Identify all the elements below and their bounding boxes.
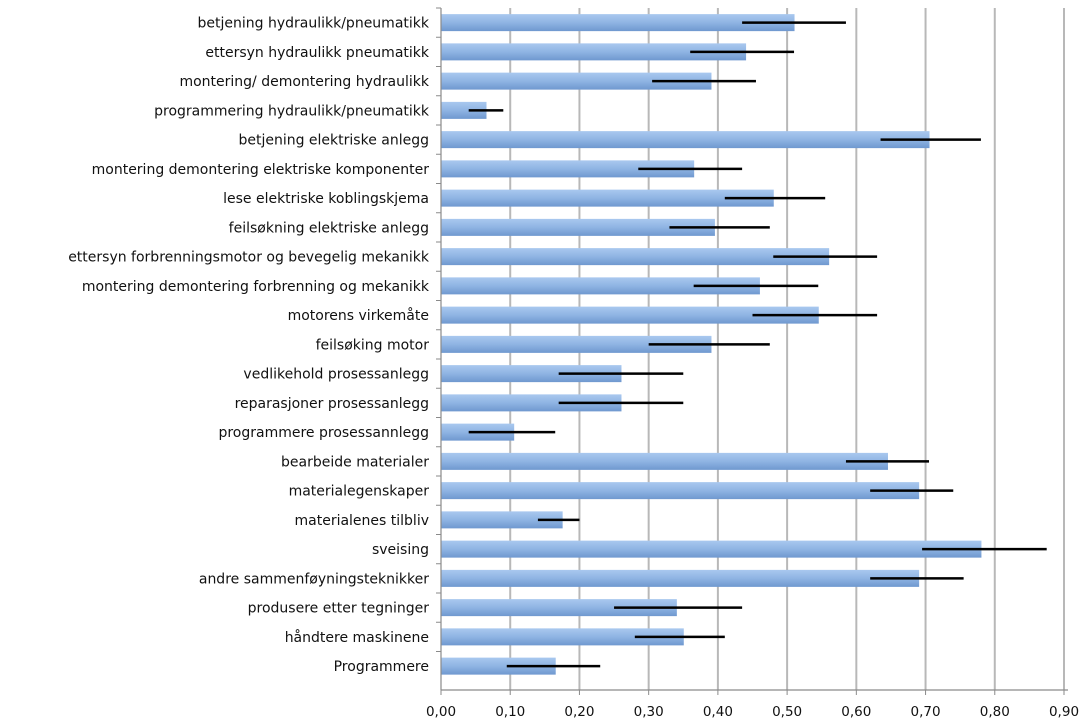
bar <box>441 218 715 236</box>
bar <box>441 482 920 500</box>
bar <box>441 452 888 470</box>
bar <box>441 540 982 558</box>
category-label: sveising <box>372 542 429 558</box>
category-label: Programmere <box>334 659 429 675</box>
x-tick-label: 0,40 <box>703 704 733 720</box>
x-tick-label: 0,90 <box>1049 704 1079 720</box>
category-label: håndtere maskinene <box>285 629 429 646</box>
bar <box>441 599 677 617</box>
category-label: betjening hydraulikk/pneumatikk <box>198 16 430 32</box>
bar <box>441 160 695 178</box>
bar <box>441 101 487 119</box>
category-label: programmering hydraulikk/pneumatikk <box>154 103 430 119</box>
category-label: montering/ demontering hydraulikk <box>179 74 429 90</box>
bar <box>441 189 774 207</box>
category-label: materialenes tilbliv <box>295 513 430 529</box>
bar <box>441 569 920 587</box>
bar <box>441 394 622 412</box>
bar <box>441 306 819 324</box>
bars <box>441 14 982 675</box>
category-label: materialegenskaper <box>289 484 430 500</box>
category-label: vedlikehold prosessanlegg <box>243 367 429 383</box>
category-label: montering demontering elektriske kompone… <box>92 162 430 178</box>
x-tick-label: 0,00 <box>426 704 456 720</box>
category-label: bearbeide materialer <box>281 454 429 470</box>
x-tick-label: 0,10 <box>495 704 525 720</box>
bar <box>441 248 830 266</box>
category-label: lese elektriske koblingskjema <box>223 191 429 207</box>
bar <box>441 14 795 32</box>
category-label: montering demontering forbrenning og mek… <box>82 279 430 295</box>
category-label: betjening elektriske anlegg <box>238 133 429 149</box>
x-tick-label: 0,20 <box>564 704 594 720</box>
x-tick-labels: 0,00 0,10 0,20 0,30 0,40 0,50 0,60 0,70 0,80 0,90 <box>426 704 1079 720</box>
x-tick-label: 0,70 <box>911 704 941 720</box>
bar <box>441 365 622 383</box>
grid-lines <box>509 8 1065 690</box>
x-tick-label: 0,50 <box>772 704 802 720</box>
category-label: produsere etter tegninger <box>248 601 430 617</box>
bar <box>441 628 684 646</box>
x-tick-label: 0,30 <box>634 704 664 720</box>
category-label: reparasjoner prosessanlegg <box>235 396 429 412</box>
bar <box>441 131 930 149</box>
category-label: feilsøking motor <box>316 337 430 353</box>
category-label: ettersyn forbrenningsmotor og bevegelig … <box>68 250 430 266</box>
x-tick-label: 0,80 <box>980 704 1010 720</box>
bar <box>441 277 760 295</box>
category-label: andre sammenføyningsteknikker <box>199 571 429 587</box>
category-labels: betjening hydraulikk/pneumatikk ettersyn … <box>68 16 430 676</box>
error-bars <box>468 21 1047 668</box>
bar <box>441 657 556 675</box>
bar <box>441 335 712 353</box>
category-label: motorens virkemåte <box>288 307 429 324</box>
bar <box>441 511 563 529</box>
axes <box>436 7 1068 695</box>
bar <box>441 43 747 61</box>
category-label: ettersyn hydraulikk pneumatikk <box>205 45 430 61</box>
bar <box>441 72 712 90</box>
x-tick-label: 0,60 <box>841 704 871 720</box>
category-label: feilsøkning elektriske anlegg <box>229 220 429 236</box>
category-label: programmere prosessannlegg <box>218 425 429 441</box>
